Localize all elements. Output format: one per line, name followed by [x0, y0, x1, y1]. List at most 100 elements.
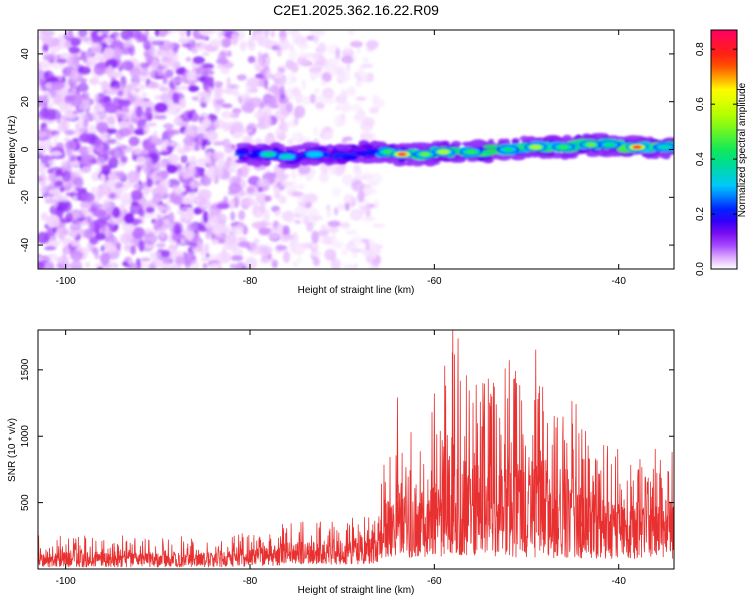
noise-blob — [230, 255, 244, 261]
noise-blob — [248, 241, 254, 247]
signal-blob — [467, 158, 479, 162]
noise-blob — [96, 121, 109, 133]
noise-blob — [162, 206, 172, 212]
noise-blob — [168, 212, 175, 224]
signal-peak — [281, 154, 293, 159]
colorbar-tick-label: 0.0 — [695, 262, 706, 276]
noise-blob — [175, 67, 186, 75]
noise-blob — [154, 30, 160, 37]
signal-peak — [502, 147, 514, 152]
noise-blob — [326, 211, 332, 218]
noise-blob — [84, 262, 91, 268]
x-tick-label: -40 — [611, 276, 626, 287]
noise-blob — [246, 186, 255, 194]
noise-blob — [285, 73, 297, 86]
noise-blob — [317, 229, 329, 237]
signal-peak — [633, 145, 641, 149]
noise-blob — [38, 131, 48, 138]
noise-blob — [211, 217, 220, 228]
noise-blob — [181, 42, 191, 48]
noise-blob — [161, 159, 173, 164]
noise-blob — [281, 210, 294, 222]
noise-blob — [296, 255, 302, 264]
noise-blob — [345, 242, 357, 251]
signal-blob — [490, 155, 506, 159]
noise-blob — [301, 78, 306, 91]
signal-blob — [256, 143, 263, 149]
noise-blob — [237, 236, 247, 242]
noise-blob — [357, 190, 365, 203]
noise-blob — [202, 210, 209, 224]
noise-blob — [229, 263, 237, 269]
signal-blob — [562, 134, 572, 142]
noise-blob — [121, 115, 134, 120]
noise-blob — [144, 185, 150, 196]
noise-blob — [174, 187, 184, 194]
noise-blob — [266, 86, 279, 93]
noise-blob — [38, 145, 46, 156]
signal-peak — [420, 152, 430, 157]
noise-blob — [344, 46, 350, 52]
signal-blob — [393, 144, 403, 149]
noise-blob — [41, 50, 47, 57]
noise-blob — [98, 81, 108, 86]
noise-blob — [47, 109, 62, 121]
noise-blob — [70, 260, 83, 269]
noise-blob — [234, 109, 240, 119]
noise-blob — [361, 63, 373, 68]
noise-blob — [123, 41, 130, 48]
noise-blob — [183, 128, 196, 136]
noise-blob — [94, 157, 106, 165]
noise-blob — [192, 56, 205, 65]
colorbar-axis: 0.0 0.2 0.4 0.6 0.8 — [695, 42, 737, 276]
noise-blob — [174, 255, 186, 266]
noise-blob — [219, 88, 233, 94]
x-tick-label: -80 — [243, 576, 258, 587]
noise-blob — [141, 92, 148, 99]
colorbar-tick-label: 0.4 — [695, 152, 706, 166]
noise-blob — [239, 40, 247, 52]
noise-blob — [247, 56, 256, 64]
y-tick-label: 40 — [20, 48, 31, 60]
noise-blob — [68, 30, 73, 38]
noise-blob — [108, 192, 117, 199]
noise-blob — [334, 206, 339, 216]
noise-blob — [149, 70, 156, 79]
noise-blob — [118, 162, 126, 167]
noise-blob — [333, 165, 344, 177]
snr-x-label: Height of straight line (km) — [298, 585, 415, 596]
noise-blob — [184, 258, 191, 269]
noise-blob — [364, 198, 369, 206]
noise-blob — [245, 88, 251, 99]
noise-blob — [231, 225, 244, 236]
noise-blob — [273, 72, 284, 79]
noise-blob — [197, 134, 203, 146]
noise-blob — [254, 110, 265, 119]
noise-blob — [362, 172, 373, 181]
noise-blob — [104, 246, 118, 253]
snr-y-label: SNR (10 * v/v) — [7, 418, 18, 482]
noise-blob — [82, 91, 90, 101]
noise-blob — [154, 102, 168, 113]
noise-blob — [191, 47, 199, 54]
noise-blob — [369, 107, 379, 114]
noise-blob — [303, 52, 316, 57]
noise-blob — [54, 194, 65, 202]
signal-blob — [547, 135, 560, 143]
colorbar-frame — [710, 29, 738, 270]
noise-blob — [56, 58, 67, 64]
noise-blob — [360, 120, 374, 133]
noise-blob — [108, 261, 116, 267]
signal-peak — [439, 150, 448, 154]
spectrogram-panel: -100 -80 -60 -40 -40 -20 0 20 40 Height of stra… — [7, 29, 675, 296]
heatmap-area — [38, 30, 674, 269]
noise-blob — [83, 192, 95, 203]
signal-peak — [586, 142, 596, 147]
noise-blob — [259, 202, 266, 213]
noise-blob — [101, 165, 111, 176]
noise-blob — [165, 110, 178, 115]
noise-blob — [368, 239, 376, 249]
noise-blob — [157, 218, 164, 228]
noise-blob — [78, 37, 90, 42]
